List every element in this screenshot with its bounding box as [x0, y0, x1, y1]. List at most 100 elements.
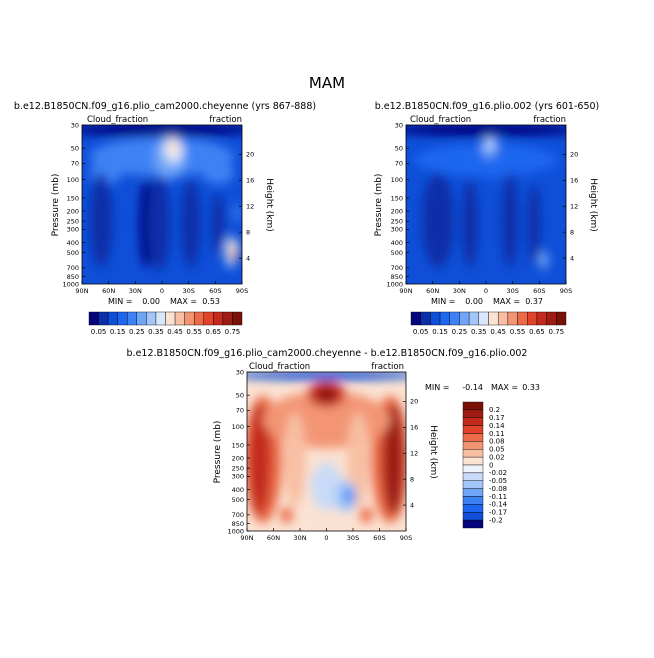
- colorbar-label: 0: [489, 461, 493, 469]
- x-tick-label: 60S: [373, 534, 385, 542]
- x-tick-label: 0: [160, 287, 164, 295]
- min-label: MIN =: [425, 383, 450, 392]
- y-tick-label: 400: [67, 239, 79, 247]
- x-tick-label: 90N: [399, 287, 412, 295]
- contour-region: [310, 462, 343, 511]
- contour-region: [247, 372, 406, 380]
- max-label: MAX =: [493, 297, 520, 306]
- contour-region: [502, 172, 518, 269]
- colorbar-label: -0.05: [489, 477, 507, 485]
- colorbar-label: 0.65: [206, 328, 222, 336]
- y-tick-label: 150: [391, 194, 403, 202]
- max-label: MAX =: [491, 383, 518, 392]
- min-value: -0.14: [462, 383, 483, 392]
- colorbar-label: 0.65: [529, 328, 545, 336]
- colorbar-label: 0.35: [148, 328, 164, 336]
- y-tick-label: 70: [236, 407, 244, 415]
- contour-region: [527, 183, 541, 264]
- colorbar-label: 0.55: [186, 328, 202, 336]
- height-tick-label: 4: [570, 254, 574, 262]
- colorbar-swatch: [462, 433, 484, 442]
- panel-right-label: fraction: [371, 362, 404, 372]
- colorbar-swatch: [410, 311, 421, 326]
- colorbar-swatch: [165, 311, 176, 326]
- colorbar-swatch: [546, 311, 557, 326]
- contour-region: [202, 161, 234, 184]
- y-tick-label: 30: [71, 121, 79, 129]
- height-tick-label: 8: [410, 475, 414, 483]
- colorbar-swatch: [203, 311, 214, 326]
- y-tick-label: 1000: [386, 280, 403, 288]
- colorbar-label: 0.05: [91, 328, 107, 336]
- colorbar-swatch: [439, 311, 450, 326]
- colorbar-swatch: [536, 311, 547, 326]
- y-tick-label: 300: [391, 226, 403, 234]
- colorbar-swatch: [449, 311, 460, 326]
- min-value: 0.00: [465, 297, 483, 306]
- colorbar-swatch: [462, 472, 484, 481]
- colorbar-swatch: [556, 311, 567, 326]
- contour-region: [347, 411, 370, 508]
- colorbar-label: 0.75: [225, 328, 241, 336]
- colorbar-label: -0.14: [489, 501, 508, 509]
- y-tick-label: 700: [232, 511, 244, 519]
- colorbar-label: 0.17: [489, 414, 505, 422]
- colorbar-swatch: [497, 311, 509, 326]
- max-label: MAX =: [170, 297, 197, 306]
- colorbar-swatch: [459, 311, 470, 326]
- y-tick-label: 250: [391, 217, 403, 225]
- height-tick-label: 12: [410, 450, 418, 458]
- panel-left-label: Cloud_fraction: [87, 115, 148, 125]
- height-tick-label: 4: [410, 501, 414, 509]
- colorbar-swatch: [107, 311, 118, 326]
- height-tick-label: 4: [246, 254, 250, 262]
- height-tick-label: 8: [570, 228, 574, 236]
- colorbar-swatch: [136, 311, 147, 326]
- x-tick-label: 0: [324, 534, 328, 542]
- colorbar-swatch: [462, 512, 484, 521]
- height-tick-label: 12: [570, 203, 578, 211]
- colorbar-swatch: [222, 311, 233, 326]
- colorbar-label: 0.15: [432, 328, 448, 336]
- y-axis-label: Pressure (mb): [213, 421, 223, 484]
- contour-region: [234, 202, 241, 222]
- colorbar-swatch: [462, 441, 484, 450]
- y-tick-label: 300: [232, 473, 244, 481]
- contour-field: [406, 125, 566, 284]
- height-tick-label: 12: [246, 203, 254, 211]
- y-tick-label: 1000: [62, 280, 79, 288]
- y2-axis-label: Height (km): [428, 425, 438, 479]
- y-tick-label: 400: [232, 486, 244, 494]
- height-tick-label: 20: [246, 151, 254, 159]
- colorbar-swatch: [174, 311, 185, 326]
- max-value: 0.33: [522, 383, 540, 392]
- colorbar-swatch: [462, 456, 484, 466]
- colorbar-label: -0.02: [489, 469, 507, 477]
- colorbar-swatch: [462, 464, 484, 474]
- y-tick-label: 100: [391, 176, 403, 184]
- panel-top-left: b.e12.B1850CN.f09_g16.plio_cam2000.cheye…: [14, 101, 316, 336]
- panel-left-label: Cloud_fraction: [249, 362, 310, 372]
- contour-field: [247, 372, 406, 531]
- panel-title: b.e12.B1850CN.f09_g16.plio_cam2000.cheye…: [14, 101, 316, 112]
- colorbar-label: -0.2: [489, 516, 503, 524]
- y-axis-label: Pressure (mb): [51, 174, 61, 237]
- x-tick-label: 90N: [75, 287, 88, 295]
- contour-region: [280, 507, 294, 524]
- max-value: 0.37: [525, 297, 543, 306]
- y-tick-label: 300: [67, 226, 79, 234]
- colorbar-swatch: [420, 311, 431, 326]
- colorbar-swatch: [462, 401, 484, 411]
- colorbar-swatch: [117, 311, 128, 326]
- colorbar-swatch: [98, 311, 109, 326]
- contour-region: [283, 411, 306, 508]
- colorbar-label: 0.15: [110, 328, 126, 336]
- min-value: 0.00: [142, 297, 160, 306]
- y-tick-label: 30: [236, 368, 244, 376]
- max-value: 0.53: [202, 297, 220, 306]
- colorbar-swatch: [184, 311, 195, 326]
- y-tick-label: 150: [67, 194, 79, 202]
- contour-region: [167, 139, 179, 156]
- colorbar-swatch: [462, 519, 484, 529]
